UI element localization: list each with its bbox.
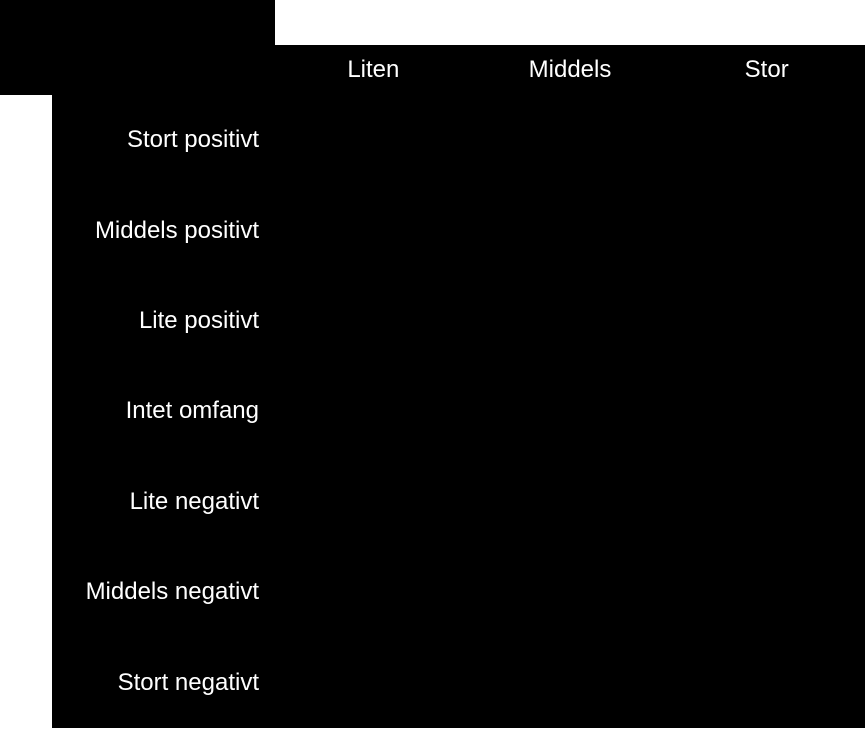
matrix-cell (668, 638, 865, 728)
matrix-cell (668, 185, 865, 275)
table-row (275, 366, 865, 456)
matrix-cell (472, 457, 669, 547)
matrix-cell (275, 185, 472, 275)
matrix-cell (275, 547, 472, 637)
row-label: Stort positivt (52, 95, 275, 185)
row-label: Intet omfang (52, 366, 275, 456)
matrix-cell (472, 276, 669, 366)
bottom-white-strip (0, 728, 865, 736)
matrix-cell (472, 185, 669, 275)
matrix-cell (472, 95, 669, 185)
matrix-cell (668, 547, 865, 637)
row-label: Lite positivt (52, 276, 275, 366)
column-header-stor: Stor (668, 45, 865, 95)
table-row (275, 95, 865, 185)
column-header-middels: Middels (472, 45, 669, 95)
table-row (275, 276, 865, 366)
matrix-cell (668, 95, 865, 185)
matrix-cell (472, 638, 669, 728)
matrix-grid (275, 95, 865, 728)
row-labels-column: Stort positivt Middels positivt Lite pos… (52, 95, 275, 728)
row-label: Middels positivt (52, 185, 275, 275)
table-row (275, 185, 865, 275)
matrix-cell (668, 366, 865, 456)
table-row (275, 547, 865, 637)
matrix-cell (668, 457, 865, 547)
column-header-liten: Liten (275, 45, 472, 95)
left-white-strip (0, 95, 52, 728)
matrix-cell (275, 638, 472, 728)
table-row (275, 638, 865, 728)
row-label: Middels negativt (52, 547, 275, 637)
matrix-cell (472, 366, 669, 456)
table-row (275, 457, 865, 547)
matrix-cell (668, 276, 865, 366)
row-label: Lite negativt (52, 457, 275, 547)
matrix-cell (275, 366, 472, 456)
top-white-strip (275, 0, 865, 45)
matrix-cell (275, 95, 472, 185)
column-header-row: Liten Middels Stor (275, 45, 865, 95)
row-label: Stort negativt (52, 638, 275, 728)
matrix-cell (275, 457, 472, 547)
matrix-cell (472, 547, 669, 637)
matrix-cell (275, 276, 472, 366)
